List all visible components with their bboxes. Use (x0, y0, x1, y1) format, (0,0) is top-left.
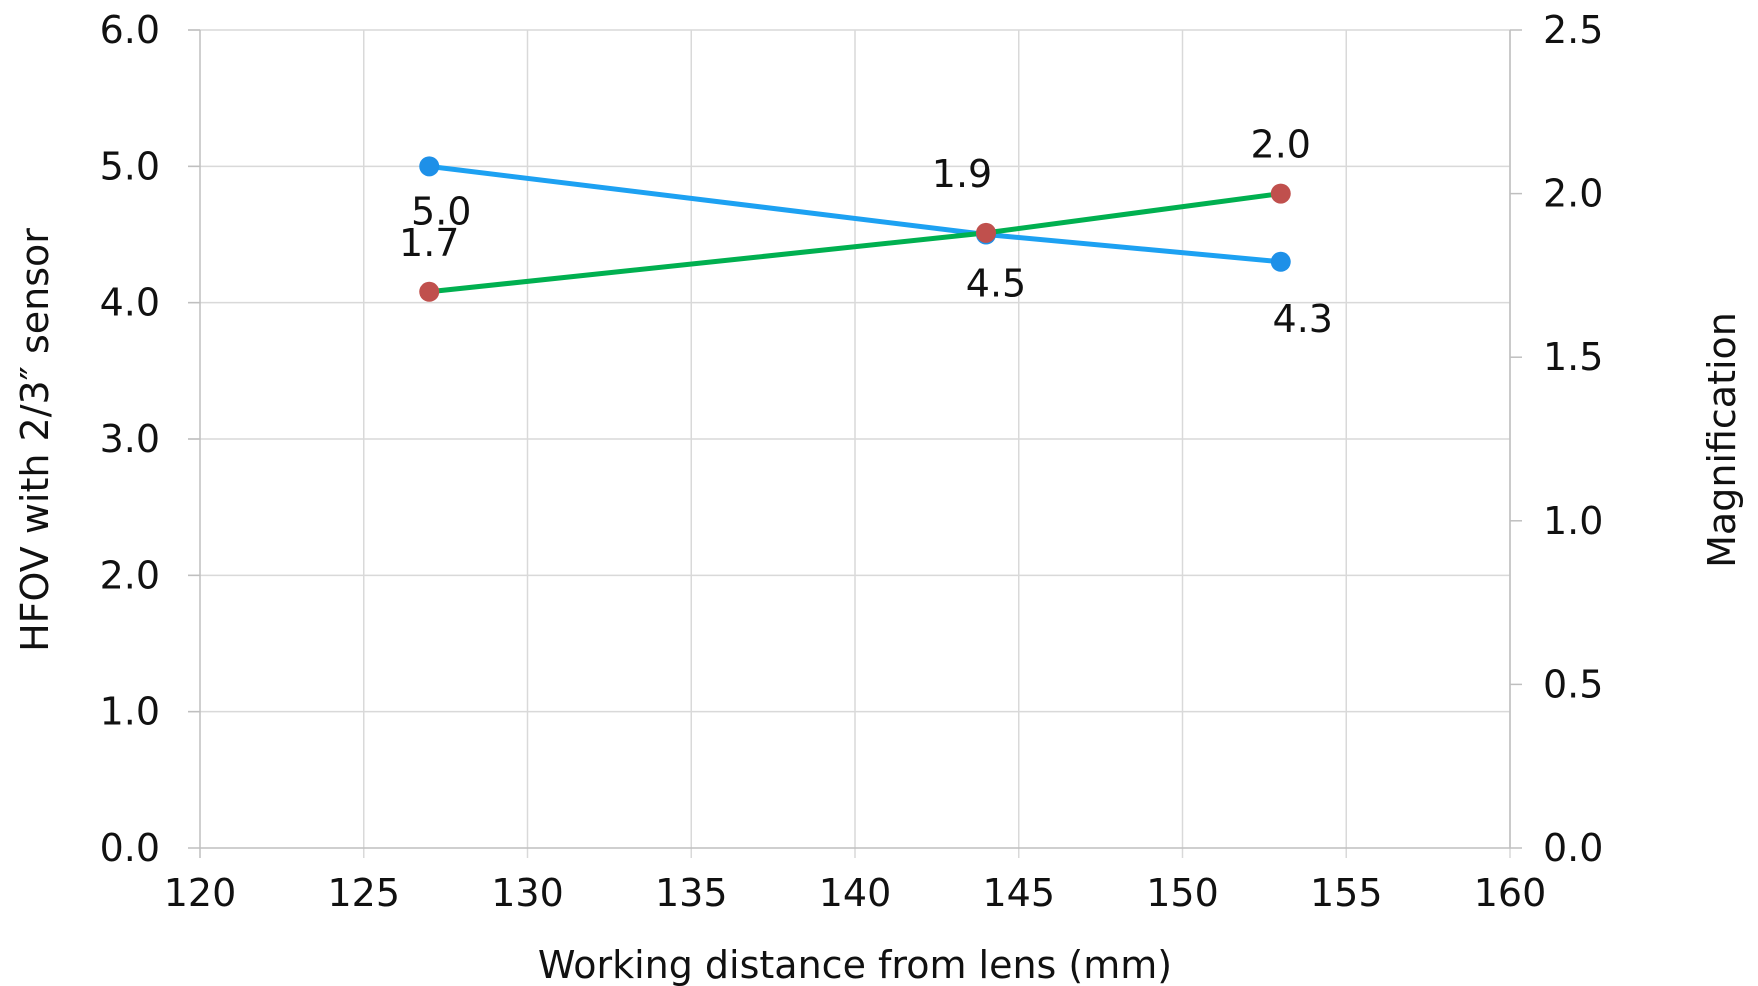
y2-tick-label: 2.0 (1543, 172, 1603, 216)
y-tick-label: 0.0 (100, 826, 160, 870)
x-tick-label: 155 (1310, 871, 1383, 915)
x-tick-label: 140 (819, 871, 892, 915)
data-point-1 (419, 156, 440, 177)
y2-tick-label: 1.0 (1543, 499, 1603, 543)
y-tick-label: 4.0 (100, 281, 160, 325)
tick-labels: 120 125 130 135 140 145 150 155 1600.01.02.03.04… (100, 8, 1604, 915)
gridlines (188, 29, 1511, 858)
y2-tick-label: 0.5 (1543, 662, 1603, 706)
data-label-1: 4.3 (1273, 297, 1333, 341)
data-point-2 (976, 222, 996, 243)
axes (188, 29, 1522, 858)
y-tick-label: 3.0 (100, 417, 160, 461)
data-point-1 (1270, 251, 1291, 272)
y-axis-title: HFOV with 2/3″ sensor (13, 228, 57, 652)
x-tick-label: 135 (655, 871, 728, 915)
x-tick-label: 160 (1474, 871, 1547, 915)
x-tick-label: 150 (1146, 871, 1219, 915)
x-axis-title: Working distance from lens (mm) (538, 943, 1172, 986)
y2-tick-label: 2.5 (1543, 8, 1603, 52)
data-label-2: 1.7 (399, 221, 459, 265)
x-tick-label: 130 (491, 871, 564, 915)
data-label-1: 4.5 (966, 262, 1026, 306)
x-tick-label: 120 (164, 871, 237, 915)
series-markers (419, 156, 1291, 302)
data-point-2 (419, 281, 440, 302)
data-label-2: 2.0 (1251, 123, 1311, 167)
y-tick-label: 5.0 (100, 144, 160, 188)
y-tick-label: 2.0 (100, 553, 160, 597)
data-labels: 5.0 4.5 4.3 1.7 1.9 2.0 (399, 123, 1333, 341)
data-label-1: 5.0 (411, 189, 471, 233)
y2-tick-label: 0.0 (1543, 826, 1603, 870)
data-label-2: 1.9 (932, 152, 992, 196)
y-tick-label: 1.0 (100, 690, 160, 734)
x-tick-label: 145 (982, 871, 1055, 915)
y2-axis-title: Magnification (1700, 312, 1744, 568)
x-tick-label: 125 (327, 871, 400, 915)
data-point-2 (1270, 183, 1291, 204)
y2-tick-label: 1.5 (1543, 335, 1603, 379)
y-tick-label: 6.0 (100, 8, 160, 52)
